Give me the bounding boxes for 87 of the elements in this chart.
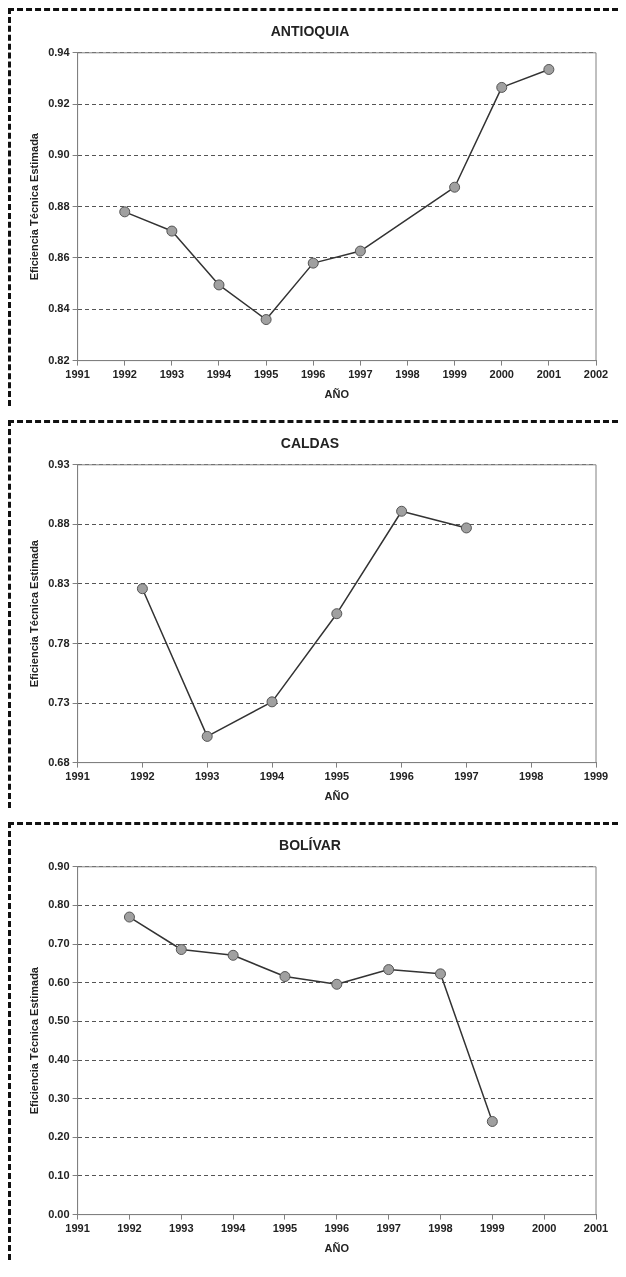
x-tick-label: 1996: [389, 770, 414, 783]
x-tick-label: 1992: [117, 1222, 142, 1235]
y-axis-title: Eficiencia Técnica Estimada: [27, 132, 40, 281]
point: [175, 944, 187, 955]
y-tick-label: 0.50: [48, 1014, 70, 1027]
point: [279, 971, 291, 983]
x-axis-title: AÑO: [324, 1242, 350, 1255]
y-axis-title: Eficiencia Técnica Estimada: [27, 966, 40, 1115]
x-tick-label: 1998: [518, 770, 544, 783]
y-tick-label: 0.88: [48, 199, 70, 212]
y-tick-label: 0.90: [48, 859, 70, 872]
point: [486, 1115, 498, 1127]
y-tick-label: 0.88: [48, 517, 70, 530]
chart-title: ANTIOQUIA: [270, 23, 350, 40]
x-tick-label: 1995: [324, 770, 350, 783]
x-tick-label: 1999: [583, 770, 609, 783]
point: [354, 245, 366, 257]
point: [119, 206, 131, 218]
x-tick-label: 1991: [65, 770, 90, 783]
y-tick-label: 0.86: [48, 251, 70, 264]
y-tick-label: 0.00: [48, 1207, 70, 1220]
x-tick-label: 1992: [130, 770, 155, 783]
x-tick-label: 1996: [301, 368, 326, 381]
y-tick-label: 0.70: [48, 937, 70, 950]
y-tick-label: 0.30: [48, 1091, 70, 1104]
point: [543, 63, 555, 75]
y-tick-label: 0.40: [48, 1053, 70, 1066]
x-tick-label: 1991: [65, 1222, 90, 1235]
y-tick-label: 0.80: [48, 898, 70, 911]
x-tick-label: 1995: [272, 1222, 298, 1235]
x-tick-label: 1995: [253, 368, 279, 381]
x-tick-label: 1994: [259, 770, 286, 783]
point: [331, 978, 343, 990]
x-tick-label: 1997: [348, 368, 373, 381]
y-tick-label: 0.68: [48, 755, 70, 768]
x-axis-title: AÑO: [324, 388, 350, 401]
x-tick-label: 2001: [583, 1222, 609, 1235]
chart-title: BOLÍVAR: [279, 837, 341, 854]
point: [460, 522, 472, 534]
y-tick-label: 0.73: [48, 696, 70, 709]
y-tick-label: 0.60: [48, 975, 70, 988]
point: [496, 81, 508, 93]
point: [396, 505, 408, 517]
point: [201, 730, 213, 742]
point: [307, 257, 319, 269]
x-tick-label: 1994: [206, 368, 233, 381]
point: [213, 279, 225, 291]
x-tick-label: 1992: [112, 368, 137, 381]
x-tick-label: 1991: [65, 368, 90, 381]
x-tick-label: 1997: [376, 1222, 401, 1235]
point: [166, 225, 178, 237]
y-tick-label: 0.83: [48, 576, 70, 589]
x-tick-label: 1993: [194, 770, 220, 783]
x-tick-label: 1996: [324, 1222, 350, 1235]
point: [260, 314, 272, 326]
x-tick-label: 1993: [159, 368, 185, 381]
y-tick-label: 0.10: [48, 1168, 70, 1181]
x-tick-label: 2001: [536, 368, 562, 381]
point: [266, 696, 278, 708]
x-tick-label: 1999: [442, 368, 467, 381]
y-tick-label: 0.84: [48, 302, 71, 315]
point: [449, 181, 461, 193]
x-tick-label: 2000: [531, 1222, 557, 1235]
x-tick-label: 1994: [220, 1222, 247, 1235]
y-tick-label: 0.92: [48, 97, 70, 110]
y-tick-label: 0.20: [48, 1130, 70, 1143]
point: [383, 964, 395, 976]
y-tick-label: 0.94: [48, 45, 71, 58]
y-axis-title: Eficiencia Técnica Estimada: [27, 539, 40, 688]
x-tick-label: 1997: [454, 770, 479, 783]
x-tick-label: 1998: [428, 1222, 453, 1235]
point: [136, 583, 148, 595]
x-tick-label: 1993: [169, 1222, 194, 1235]
y-tick-label: 0.82: [48, 353, 70, 366]
x-tick-label: 2000: [489, 368, 514, 381]
y-tick-label: 0.90: [48, 148, 70, 161]
point: [227, 949, 239, 961]
x-tick-label: 1998: [395, 368, 420, 381]
point: [331, 608, 343, 620]
y-tick-label: 0.93: [48, 457, 70, 470]
x-tick-label: 1999: [480, 1222, 505, 1235]
x-axis-title: AÑO: [324, 790, 350, 803]
point: [123, 911, 135, 923]
point: [434, 968, 446, 980]
y-tick-label: 0.78: [48, 636, 70, 649]
x-tick-label: 2002: [583, 368, 609, 381]
chart-title: CALDAS: [280, 435, 340, 452]
